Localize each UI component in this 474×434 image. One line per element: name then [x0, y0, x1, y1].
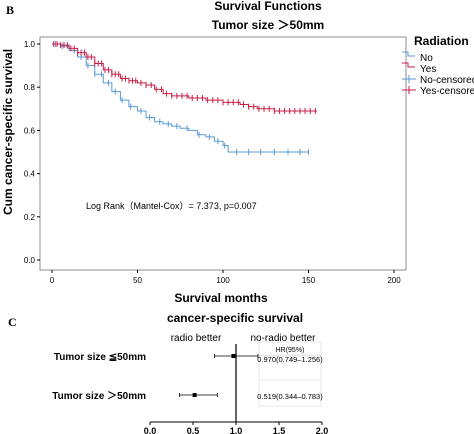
x-tick-label: 50 — [133, 276, 142, 285]
hr-header-box — [258, 341, 322, 356]
forest-x-tick-label: 0.5 — [187, 426, 200, 434]
hr-header: HR(95%) — [276, 347, 305, 354]
forest-hr-text-1: 0.970(0.749‒1.256) — [257, 355, 323, 364]
forest-marks — [179, 344, 259, 422]
legend-item-no: No — [420, 53, 433, 64]
forest-point-estimate — [192, 393, 197, 397]
panel-b-label: B — [6, 3, 14, 17]
y-axis-label: Cum cancer-specific survival — [1, 49, 15, 215]
legend-swatch-no — [402, 51, 415, 57]
x-axis-ticks: 0 50 100 150 200 — [50, 270, 401, 285]
legend-item-no-censored: No-censored — [420, 75, 474, 86]
legend-swatch-yes — [402, 62, 415, 68]
legend-item-yes: Yes — [420, 64, 436, 75]
legend-item-yes-censored: Yes-censored — [420, 86, 474, 97]
y-tick-label: 1.0 — [24, 40, 36, 49]
y-tick-label: 0.0 — [24, 256, 36, 265]
forest-x-tick-label: 1.0 — [230, 426, 243, 434]
chart-subtitle: Tumor size ＞50mm — [212, 18, 324, 32]
survival-curves — [52, 41, 318, 155]
hr-box-row-1 — [258, 355, 322, 381]
y-tick-label: 0.2 — [24, 213, 36, 222]
forest-x-tick-label: 0.0 — [144, 426, 157, 434]
forest-hr-text-2: 0.519(0.344‒0.783) — [257, 392, 323, 401]
y-axis-ticks: 0.0 0.2 0.4 0.6 0.8 1.0 — [24, 40, 40, 265]
x-tick-label: 0 — [50, 276, 55, 285]
y-tick-label: 0.8 — [24, 83, 36, 92]
series-line-no — [52, 43, 309, 153]
x-axis-label: Survival months — [174, 291, 268, 305]
x-tick-label: 100 — [216, 276, 230, 285]
legend-swatch-yes-censored — [402, 86, 416, 94]
forest-x-tick-label: 1.5 — [273, 426, 286, 434]
hr-box-row-2 — [258, 379, 322, 407]
legend: Radiation No Yes No-censored Yes-censore… — [402, 34, 474, 97]
forest-title: cancer-specific survival — [167, 311, 303, 325]
log-rank-annotation: Log Rank（Mantel-Cox）= 7.373, p=0.007 — [86, 201, 257, 211]
forest-row-label-1: Tumor size ≦50mm — [54, 352, 146, 363]
plot-frame — [39, 36, 407, 271]
forest-x-tick-label: 2.0 — [316, 426, 329, 434]
forest-point-estimate — [231, 354, 236, 358]
legend-title: Radiation — [414, 34, 469, 48]
y-tick-label: 0.6 — [24, 126, 36, 135]
chart-title: Survival Functions — [214, 0, 322, 13]
forest-right-header: no-radio better — [250, 333, 316, 344]
forest-left-header: radio better — [171, 333, 222, 344]
panel-c-label: C — [8, 315, 17, 329]
legend-swatch-no-censored — [402, 75, 416, 83]
forest-x-ticks: 0.0 0.5 1.0 1.5 2.0 — [144, 422, 329, 434]
x-tick-label: 200 — [387, 276, 401, 285]
x-tick-label: 150 — [302, 276, 316, 285]
y-tick-label: 0.4 — [24, 170, 36, 179]
panel-c: C cancer-specific survival radio better … — [8, 311, 328, 434]
forest-row-label-2: Tumor size ＞50mm — [52, 390, 146, 402]
panel-b: B Survival Functions Tumor size ＞50mm 0.… — [1, 0, 474, 305]
